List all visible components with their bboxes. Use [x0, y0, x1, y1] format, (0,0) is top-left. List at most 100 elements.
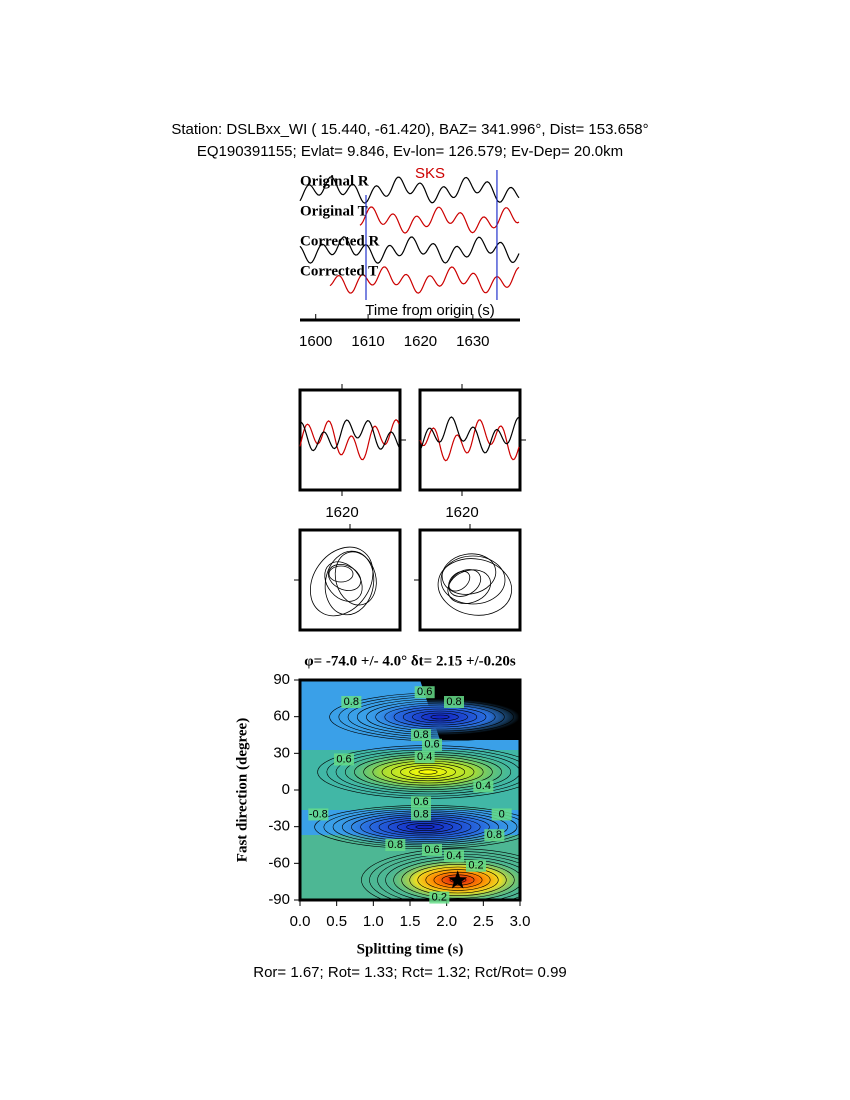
contour [397, 821, 453, 833]
contour-label: 0.6 [424, 739, 439, 751]
contour-label: 0.4 [417, 751, 432, 763]
waveform [419, 419, 520, 462]
contour-label: 0.8 [487, 829, 502, 841]
particle-motion [327, 564, 362, 591]
particle-motion [324, 561, 363, 602]
particle-motion [447, 569, 492, 604]
contour-label-box [491, 808, 512, 821]
trace-panel: Original R Original T Corrected R Corrected… [299, 165, 520, 350]
x-tick-label: 2.0 [436, 913, 457, 930]
waveform [329, 266, 520, 294]
particle-motion [328, 565, 354, 583]
contour [361, 848, 520, 900]
best-fit-star [448, 870, 468, 889]
footer: Ror= 1.67; Rot= 1.33; Rct= 1.32; Rct/Rot… [253, 964, 567, 981]
contour-label: 0.6 [417, 686, 432, 698]
contour [347, 696, 520, 738]
contour [366, 700, 514, 734]
y-tick-label: -30 [268, 818, 290, 835]
contour-label: 0.6 [336, 753, 351, 765]
contour-label-box [308, 808, 329, 821]
contour-label-box [411, 796, 431, 809]
contour-label-box [444, 850, 464, 862]
blob [360, 699, 520, 735]
contour-label: 0.4 [446, 850, 461, 862]
contour-label: 0 [499, 808, 505, 820]
contour [415, 824, 435, 830]
particle-motion [448, 570, 471, 592]
contour-label-box [414, 686, 435, 699]
contour-label-box [466, 859, 486, 872]
x-tick-label: 0.0 [290, 913, 311, 930]
trace-label: Corrected R [300, 233, 379, 249]
contour-label-box [411, 729, 431, 741]
contour-label-box [385, 839, 406, 851]
contour-label: 0.8 [413, 808, 428, 820]
contour-label: 0.8 [413, 729, 428, 741]
contour [409, 767, 447, 777]
particle-motion [324, 550, 375, 616]
contour-label-box [334, 753, 354, 766]
contour [417, 866, 499, 894]
contour [406, 823, 444, 831]
contour-label-box [429, 891, 450, 904]
particle-motion [448, 569, 482, 597]
phase-label: SKS [415, 165, 445, 182]
contour-label-box [473, 780, 494, 793]
trace-label: Original R [300, 173, 369, 189]
contour [393, 706, 487, 728]
y-tick-label: 60 [273, 708, 290, 725]
waveform [359, 206, 520, 234]
header-line: EQ190391155; Evlat= 9.846, Ev-lon= 126.5… [197, 143, 623, 160]
contour-label-box [341, 696, 362, 708]
x-tick-label: 1.5 [400, 913, 421, 930]
x-tick-label: 0.5 [326, 913, 347, 930]
y-tick-label: 30 [273, 744, 290, 761]
contour-label-box [422, 843, 442, 856]
contour-label-box [422, 738, 442, 751]
trace-label: Corrected T [300, 263, 378, 279]
x-axis-label: Splitting time (s) [357, 941, 464, 957]
frame [418, 388, 522, 492]
contour [402, 708, 478, 726]
contour [409, 864, 507, 896]
contour [421, 712, 459, 722]
y-tick-label: -60 [268, 854, 290, 871]
contour [384, 704, 496, 730]
particle-motion [437, 558, 513, 616]
x-tick-label: 2.5 [473, 913, 494, 930]
contour-label: -0.8 [309, 808, 328, 820]
particle-motion [334, 551, 377, 606]
waveform [299, 418, 400, 461]
contour [356, 698, 520, 736]
contour [400, 765, 456, 779]
contour-label: 0.2 [468, 860, 483, 872]
waveform [299, 236, 520, 264]
contour-label-box [444, 696, 464, 708]
waveform [299, 419, 400, 452]
x-tick-label: 3.0 [510, 913, 531, 930]
y-tick-label: 90 [273, 671, 290, 688]
x-tick-label: 1610 [351, 333, 384, 350]
contour [375, 702, 505, 732]
x-tick-label: 1.0 [363, 913, 384, 930]
contour-label-box [411, 808, 431, 821]
blob [325, 807, 520, 847]
trace-label: Original T [300, 203, 368, 219]
contour-label: 0.8 [344, 696, 359, 708]
contour-label: 0.2 [432, 891, 447, 903]
x-axis-label: Time from origin (s) [365, 302, 494, 319]
contour-label: 0.8 [446, 696, 461, 708]
contour [412, 710, 468, 724]
waveform [299, 176, 520, 204]
header-line: Station: DSLBxx_WI ( 15.440, -61.420), B… [171, 121, 648, 138]
contour-label-box [414, 751, 435, 763]
contour [390, 762, 466, 782]
contour-label: 0.4 [476, 780, 491, 792]
particle-motion [309, 546, 374, 617]
y-axis-label: Fast direction (degree) [234, 718, 250, 862]
contour-label: 0.6 [413, 796, 428, 808]
frame [298, 528, 402, 632]
